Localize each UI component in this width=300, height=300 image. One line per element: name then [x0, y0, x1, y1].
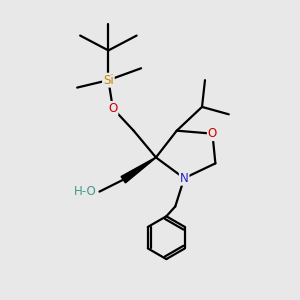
Polygon shape — [121, 157, 156, 183]
Text: Si: Si — [103, 74, 114, 87]
Text: O: O — [208, 127, 217, 140]
Text: O: O — [108, 102, 118, 115]
Text: H-O: H-O — [74, 185, 97, 198]
Text: N: N — [180, 172, 189, 185]
